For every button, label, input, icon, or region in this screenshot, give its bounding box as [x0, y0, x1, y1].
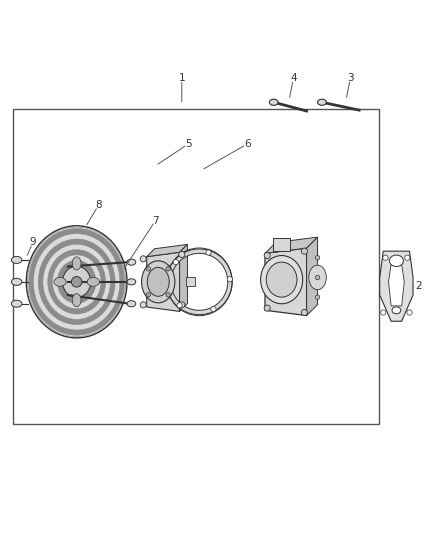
Circle shape [407, 310, 412, 315]
Circle shape [315, 295, 320, 300]
Circle shape [315, 255, 320, 260]
Circle shape [227, 277, 233, 282]
Ellipse shape [389, 255, 403, 266]
Polygon shape [265, 237, 318, 253]
Text: 4: 4 [290, 73, 297, 83]
Text: 1: 1 [178, 73, 185, 83]
Circle shape [71, 277, 82, 287]
Ellipse shape [127, 279, 136, 285]
Text: 5: 5 [185, 139, 192, 149]
Text: 9: 9 [29, 237, 36, 247]
Circle shape [179, 302, 185, 308]
Circle shape [405, 255, 410, 260]
Ellipse shape [318, 99, 326, 106]
Ellipse shape [72, 257, 81, 270]
Polygon shape [147, 252, 180, 311]
Ellipse shape [57, 260, 96, 303]
Polygon shape [180, 245, 187, 311]
Polygon shape [389, 264, 404, 306]
Polygon shape [265, 248, 307, 316]
Ellipse shape [72, 294, 81, 307]
Ellipse shape [33, 233, 120, 330]
Ellipse shape [11, 278, 22, 285]
Ellipse shape [54, 278, 66, 286]
Circle shape [146, 266, 151, 271]
Ellipse shape [147, 268, 169, 296]
Ellipse shape [28, 229, 125, 335]
Ellipse shape [11, 256, 22, 263]
Ellipse shape [38, 239, 115, 325]
Polygon shape [380, 251, 413, 321]
Bar [13, 109, 379, 424]
Text: 2: 2 [415, 281, 422, 291]
Circle shape [206, 250, 211, 255]
Text: 6: 6 [244, 139, 251, 149]
Circle shape [146, 293, 151, 297]
Circle shape [301, 248, 307, 254]
Ellipse shape [171, 253, 228, 311]
Circle shape [166, 293, 170, 297]
Polygon shape [166, 249, 232, 314]
Ellipse shape [87, 278, 99, 286]
Ellipse shape [11, 300, 22, 307]
Circle shape [211, 306, 216, 312]
Ellipse shape [26, 226, 127, 338]
Circle shape [383, 255, 388, 260]
Ellipse shape [141, 261, 175, 303]
Ellipse shape [62, 265, 92, 298]
Ellipse shape [127, 259, 136, 265]
Circle shape [166, 266, 170, 271]
Circle shape [381, 310, 386, 315]
Bar [186, 278, 195, 286]
Polygon shape [307, 237, 318, 316]
Bar [273, 238, 290, 251]
Circle shape [315, 275, 320, 280]
Ellipse shape [269, 99, 278, 106]
Ellipse shape [67, 271, 87, 293]
Ellipse shape [63, 266, 91, 297]
Text: 8: 8 [95, 200, 102, 210]
Polygon shape [147, 245, 187, 257]
Ellipse shape [43, 244, 110, 319]
Circle shape [140, 302, 146, 308]
Ellipse shape [48, 249, 106, 314]
Circle shape [179, 252, 185, 257]
Ellipse shape [53, 255, 101, 309]
Ellipse shape [309, 265, 326, 290]
Ellipse shape [127, 301, 136, 307]
Circle shape [140, 256, 146, 262]
Text: 3: 3 [347, 73, 354, 83]
Text: 7: 7 [152, 215, 159, 225]
Ellipse shape [392, 307, 401, 314]
Circle shape [177, 303, 182, 308]
Ellipse shape [266, 262, 297, 297]
Circle shape [173, 260, 178, 265]
Circle shape [264, 305, 270, 311]
Ellipse shape [261, 255, 303, 304]
Circle shape [264, 253, 270, 259]
Circle shape [301, 310, 307, 316]
